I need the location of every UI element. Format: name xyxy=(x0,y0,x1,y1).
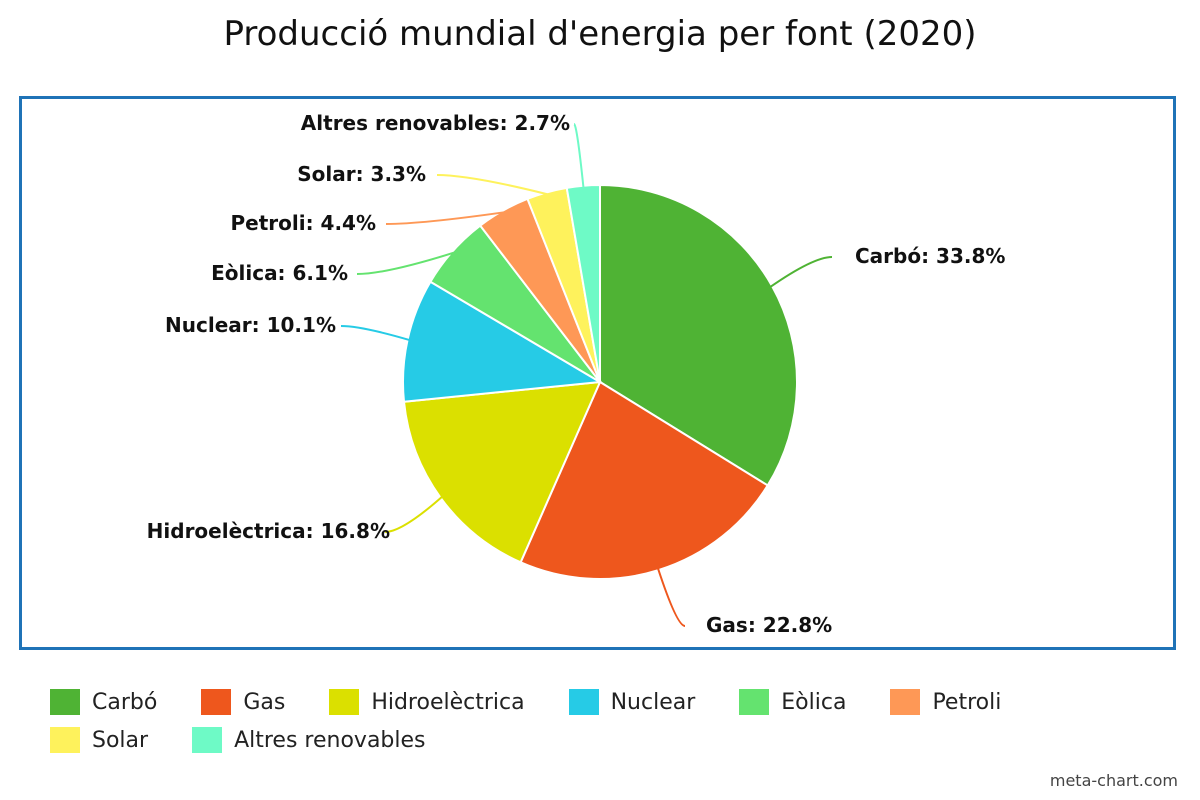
data-label-petroli: Petroli: 4.4% xyxy=(230,211,376,235)
data-label-nuclear: Nuclear: 10.1% xyxy=(165,313,336,337)
data-label-solar: Solar: 3.3% xyxy=(297,162,426,186)
legend-item-nuclear[interactable]: Nuclear xyxy=(568,688,696,716)
data-label-hidroelectrica: Hidroelèctrica: 16.8% xyxy=(147,519,390,543)
leader-line-eolica xyxy=(356,251,455,275)
legend-item-petroli[interactable]: Petroli xyxy=(890,688,1001,716)
legend-label: Nuclear xyxy=(610,689,696,715)
data-label-gas: Gas: 22.8% xyxy=(706,613,832,637)
chart-title: Producció mundial d'energia per font (20… xyxy=(223,14,977,54)
leader-line-petroli xyxy=(385,211,505,225)
legend: Carbó Gas Hidroelèctrica Nuclear Eòlica Petro… xyxy=(50,688,1170,754)
data-label-carbo: Carbó: 33.8% xyxy=(855,244,1005,268)
legend-label: Carbó xyxy=(92,689,158,715)
legend-swatch xyxy=(568,689,599,715)
legend-item-carbo[interactable]: Carbó xyxy=(50,688,157,716)
legend-swatch xyxy=(739,689,770,715)
legend-item-hidroelectrica[interactable]: Hidroelèctrica xyxy=(329,688,525,716)
leader-line-gas xyxy=(656,567,686,627)
legend-label: Gas xyxy=(243,689,286,715)
leader-line-nuclear xyxy=(340,325,410,342)
plot-frame xyxy=(19,96,1176,650)
legend-swatch xyxy=(329,689,360,715)
legend-label: Hidroelèctrica xyxy=(371,689,525,715)
legend-item-altres-renovables[interactable]: Altres renovables xyxy=(192,726,426,754)
leader-lines xyxy=(340,123,833,627)
legend-label: Altres renovables xyxy=(234,727,426,753)
data-label-eolica: Eòlica: 6.1% xyxy=(211,261,348,285)
pie-slices xyxy=(402,183,798,580)
leader-line-solar xyxy=(436,174,548,196)
legend-label: Petroli xyxy=(932,689,1002,715)
leader-line-hidroelectrica xyxy=(384,495,443,533)
legend-label: Eòlica xyxy=(781,689,847,715)
leader-line-altres-renovables xyxy=(573,123,585,188)
legend-item-gas[interactable]: Gas xyxy=(201,688,285,716)
legend-item-solar[interactable]: Solar xyxy=(50,726,148,754)
data-label-altres-renovables: Altres renovables: 2.7% xyxy=(301,111,570,135)
leader-line-carbo xyxy=(769,256,833,288)
legend-swatch xyxy=(201,689,232,715)
pie-chart: Carbó: 33.8% Gas: 22.8% Hidroelèctrica: 16… xyxy=(147,111,1006,637)
legend-swatch xyxy=(192,727,223,753)
legend-label: Solar xyxy=(92,727,149,753)
legend-swatch xyxy=(890,689,921,715)
slice-labels: Carbó: 33.8% Gas: 22.8% Hidroelèctrica: 16… xyxy=(147,111,1006,637)
legend-item-eolica[interactable]: Eòlica xyxy=(739,688,846,716)
legend-swatch xyxy=(50,689,80,715)
credit-text: meta-chart.com xyxy=(1049,771,1178,790)
legend-swatch xyxy=(50,727,80,753)
